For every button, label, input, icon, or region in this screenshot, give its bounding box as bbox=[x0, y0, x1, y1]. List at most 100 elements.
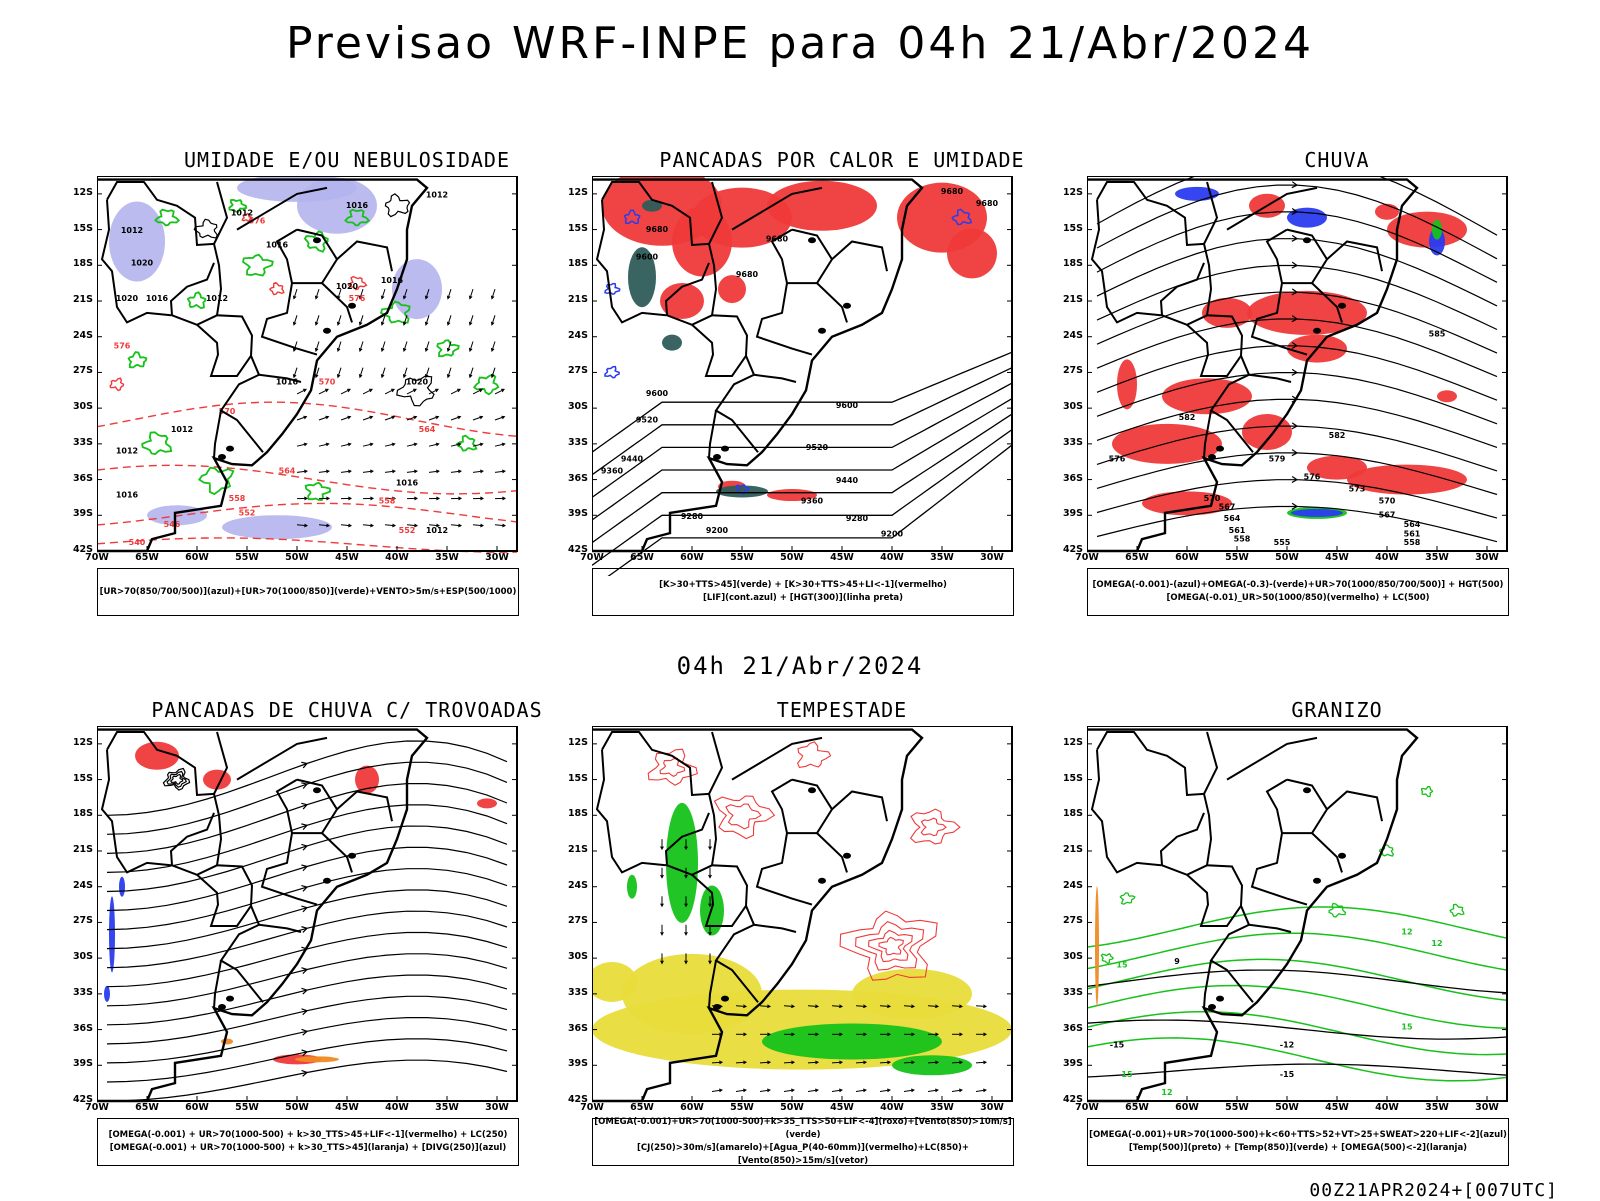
lat-tick-label: 24S bbox=[566, 880, 588, 891]
forecast-datetime: 04h 21/Abr/2024 bbox=[560, 652, 1040, 680]
streamline-red bbox=[869, 930, 913, 961]
panel-title: CHUVA bbox=[1087, 148, 1587, 172]
map-tempestade bbox=[592, 726, 1092, 1126]
contour-label: 564 bbox=[419, 425, 436, 434]
lon-tick-label: 45W bbox=[1322, 552, 1352, 563]
temp850-line bbox=[1087, 1038, 1507, 1081]
contour-label: 558 bbox=[1234, 535, 1251, 544]
lon-tick-label: 30W bbox=[1472, 1102, 1502, 1113]
lake bbox=[808, 787, 816, 793]
lat-tick-label: 15S bbox=[1061, 223, 1083, 234]
contour-label: 576 bbox=[1109, 455, 1126, 464]
lat-tick-label: 12S bbox=[566, 187, 588, 198]
instability-patch-green bbox=[716, 485, 768, 497]
state-border bbox=[754, 925, 796, 932]
lat-tick-label: 27S bbox=[566, 915, 588, 926]
legend-line: [OMEGA(-0.01)_UR>50(1000/850)(vermelho) … bbox=[1088, 592, 1508, 605]
lat-tick-label: 15S bbox=[566, 773, 588, 784]
panel-umidade: UMIDADE E/OU NEBULOSIDADE 1012 1012 1016 10… bbox=[97, 148, 597, 623]
contour-label: 9680 bbox=[941, 187, 964, 196]
contour-label: 1012 bbox=[426, 190, 448, 199]
state-border bbox=[817, 283, 847, 322]
state-border bbox=[1267, 230, 1327, 284]
lat-tick-label: 18S bbox=[71, 808, 93, 819]
lake bbox=[323, 878, 331, 884]
contour-label: 12 bbox=[1161, 1088, 1172, 1097]
contour-label: 1020 bbox=[336, 282, 359, 291]
lake bbox=[818, 328, 826, 334]
humidity-patch-blue bbox=[109, 201, 165, 281]
contour-label: 558 bbox=[1404, 538, 1421, 547]
lat-tick-label: 33S bbox=[1061, 437, 1083, 448]
lat-tick-label: 15S bbox=[566, 223, 588, 234]
lat-tick-label: 33S bbox=[71, 437, 93, 448]
contour-label: 9200 bbox=[706, 526, 729, 535]
panel-legend: [OMEGA(-0.001)-(azul)+OMEGA(-0.3)-(verde… bbox=[1087, 568, 1509, 616]
lake bbox=[323, 328, 331, 334]
lat-tick-label: 36S bbox=[71, 473, 93, 484]
legend-line: [OMEGA(-0.001)+UR>70(1000-500)+k<60+TTS>… bbox=[1088, 1129, 1508, 1142]
contour-label: 555 bbox=[1274, 538, 1291, 547]
lat-tick-label: 39S bbox=[1061, 508, 1083, 519]
lake bbox=[808, 237, 816, 243]
streamline-red bbox=[921, 818, 946, 836]
storm-patch-orange bbox=[221, 1038, 233, 1044]
lon-tick-label: 60W bbox=[182, 552, 212, 563]
streamline bbox=[107, 826, 507, 891]
lat-tick-label: 18S bbox=[71, 258, 93, 269]
lat-tick-label: 30S bbox=[71, 401, 93, 412]
state-border bbox=[1249, 375, 1291, 382]
state-border bbox=[1092, 200, 1161, 323]
contour-label: 564 bbox=[1404, 520, 1421, 529]
contour-label: 9680 bbox=[646, 225, 669, 234]
lon-tick-label: 70W bbox=[82, 552, 112, 563]
streamline bbox=[107, 933, 507, 987]
lat-tick-label: 27S bbox=[71, 365, 93, 376]
divergence-patch-blue bbox=[119, 877, 125, 897]
state-border bbox=[754, 375, 796, 382]
state-border bbox=[1327, 792, 1382, 822]
lat-tick-label: 24S bbox=[1061, 880, 1083, 891]
lat-tick-label: 12S bbox=[1061, 737, 1083, 748]
contour-label: 582 bbox=[1179, 413, 1196, 422]
contour-label: 1012 bbox=[426, 526, 448, 535]
lat-tick-label: 21S bbox=[1061, 294, 1083, 305]
geopotential-line bbox=[592, 414, 1012, 543]
contour-label: 1016 bbox=[116, 490, 139, 499]
lat-tick-label: 12S bbox=[71, 737, 93, 748]
lake bbox=[218, 454, 226, 460]
lon-tick-label: 70W bbox=[82, 1102, 112, 1113]
storm-patch-red bbox=[135, 742, 179, 770]
lon-tick-label: 45W bbox=[332, 552, 362, 563]
state-border bbox=[1092, 750, 1161, 873]
contour-label: 1012 bbox=[116, 446, 138, 455]
lon-tick-label: 65W bbox=[1122, 1102, 1152, 1113]
lake bbox=[1313, 328, 1321, 334]
lake bbox=[713, 454, 721, 460]
map-chuva: 5855825825795765765735705705675675645645… bbox=[1087, 176, 1587, 576]
contour-label: 546 bbox=[164, 520, 181, 529]
lat-tick-label: 30S bbox=[71, 951, 93, 962]
panel-title: UMIDADE E/OU NEBULOSIDADE bbox=[97, 148, 597, 172]
state-border bbox=[237, 738, 327, 780]
contour-label: 15 bbox=[1116, 961, 1128, 970]
lon-tick-label: 50W bbox=[1272, 1102, 1302, 1113]
lon-tick-label: 40W bbox=[877, 552, 907, 563]
lon-tick-label: 40W bbox=[382, 1102, 412, 1113]
contour-label: 9600 bbox=[836, 401, 859, 410]
lake bbox=[1208, 454, 1216, 460]
lat-tick-label: 27S bbox=[1061, 365, 1083, 376]
temp850-contour bbox=[1329, 904, 1345, 918]
contour-label: 9440 bbox=[621, 455, 644, 464]
lake bbox=[713, 1004, 721, 1010]
contour-label: 579 bbox=[1269, 455, 1286, 464]
lat-tick-label: 39S bbox=[566, 508, 588, 519]
lat-tick-label: 33S bbox=[71, 987, 93, 998]
contour-label: 558 bbox=[379, 496, 396, 505]
lon-tick-label: 60W bbox=[1172, 1102, 1202, 1113]
lake bbox=[313, 237, 321, 243]
contour-label: 552 bbox=[239, 508, 256, 517]
lat-tick-label: 15S bbox=[71, 223, 93, 234]
contour-label: 1016 bbox=[346, 201, 369, 210]
lon-tick-label: 35W bbox=[927, 1102, 957, 1113]
